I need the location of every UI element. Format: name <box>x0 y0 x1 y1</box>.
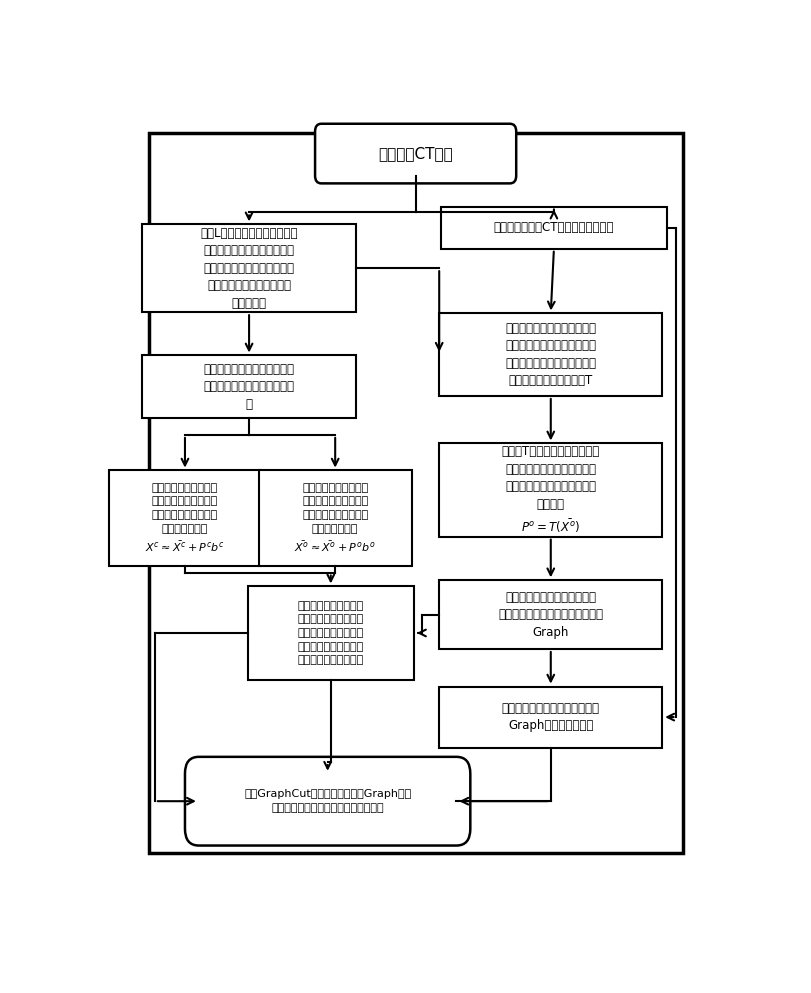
Text: 选取L个动物作为训练样本，对
所有样本的动物体外轮廓和低
对比度器官进行手动分割，通
过有限元离散点分别得到相
应点云数据: 选取L个动物作为训练样本，对 所有样本的动物体外轮廓和低 对比度器官进行手动分割… <box>200 226 298 310</box>
Text: 根据低对比度器官初始位置，对
Graph的边进行初始化: 根据低对比度器官初始位置，对 Graph的边进行初始化 <box>502 702 600 732</box>
Bar <box>259 471 411 566</box>
Bar <box>109 471 261 566</box>
Text: 使用动物体外轮廓统计形状模
型分割匹配动物体外轮廓，计
算由动物体外轮廓平均形状到
分割得到的外轮廓的变换T: 使用动物体外轮廓统计形状模 型分割匹配动物体外轮廓，计 算由动物体外轮廓平均形状… <box>505 322 596 387</box>
Bar <box>441 207 667 249</box>
Bar <box>440 580 663 649</box>
Bar <box>142 355 356 418</box>
Bar <box>440 314 663 396</box>
FancyBboxPatch shape <box>185 757 470 846</box>
Text: 待分割动物三维CT数据作为测试样本: 待分割动物三维CT数据作为测试样本 <box>494 221 614 234</box>
Text: 动物三维CT数据: 动物三维CT数据 <box>378 146 453 161</box>
Text: 以像素点像素値和坐标
为特征，对手动分割获
得标签的图像使用机器
学习方法学习低对比度
器官和背景的灰度信息: 以像素点像素値和坐标 为特征，对手动分割获 得标签的图像使用机器 学习方法学习低… <box>298 601 364 665</box>
Bar <box>142 224 356 312</box>
Text: 计算动物体外轮廓配准
结果的均値与协方差矩
阵，由主成分分析得到
其统计形状模型
$X^c\approx\bar{X^c}+P^cb^c$: 计算动物体外轮廓配准 结果的均値与协方差矩 阵，由主成分分析得到 其统计形状模型… <box>145 483 225 554</box>
Text: 对动物体外轮廓和低对比度器
官进行相同的放射变换配准对
齐: 对动物体外轮廓和低对比度器 官进行相同的放射变换配准对 齐 <box>204 362 294 411</box>
Bar <box>440 443 663 536</box>
Text: 使用GraphCut算法对初始化后的Graph进行
处理，得到低对比度器官最终分割结果: 使用GraphCut算法对初始化后的Graph进行 处理，得到低对比度器官最终分… <box>244 789 411 813</box>
Text: 计算低对比度器官配准
结果的均値与协方差矩
阵，由主成分分析得到
其统计形状模型
$\bar{X^o}\approx\bar{X^o}+P^ob^o$: 计算低对比度器官配准 结果的均値与协方差矩 阵，由主成分分析得到 其统计形状模型… <box>294 483 376 554</box>
Bar <box>247 586 414 679</box>
Bar <box>148 133 683 853</box>
FancyBboxPatch shape <box>315 124 516 184</box>
Bar <box>440 686 663 748</box>
Text: 根据待分割三维图像和低对比
度器官的形状先验信息构造对应的
Graph: 根据待分割三维图像和低对比 度器官的形状先验信息构造对应的 Graph <box>498 591 603 638</box>
Text: 将变换T近似为低对比度器官平
均形状到测试图像对应器官的
变换得到低对比度器官的初始
位置，即
$P^o = T(\bar{X^o})$: 将变换T近似为低对比度器官平 均形状到测试图像对应器官的 变换得到低对比度器官的… <box>502 446 600 534</box>
